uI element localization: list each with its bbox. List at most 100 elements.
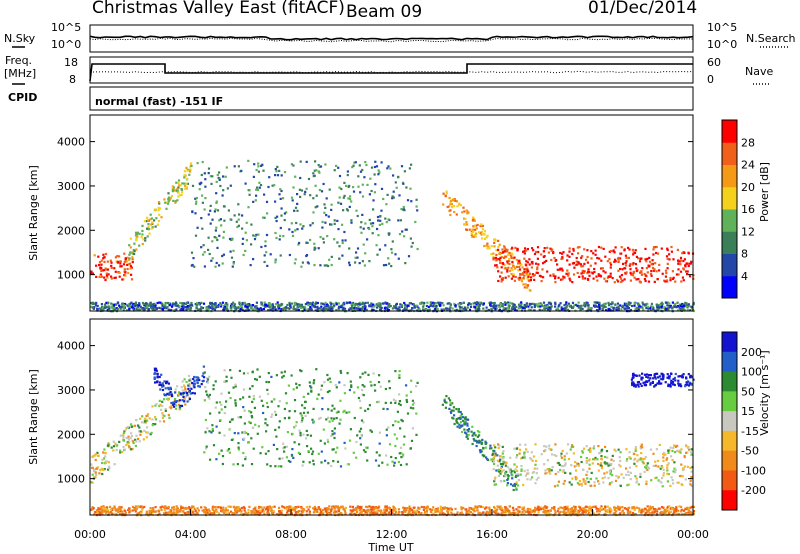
power-cell: [437, 301, 440, 304]
power-cell: [385, 221, 388, 224]
velocity-cell: [690, 475, 693, 479]
power-cell: [523, 303, 526, 307]
velocity-cell: [282, 447, 285, 450]
power-cell: [321, 302, 324, 305]
velocity-cell: [244, 456, 247, 459]
power-cell: [395, 302, 398, 305]
velocity-cell: [388, 443, 392, 446]
power-cell: [119, 307, 122, 310]
power-cell: [633, 276, 636, 279]
power-cell: [327, 215, 330, 218]
velocity-cell: [160, 508, 163, 511]
power-cell: [647, 280, 651, 283]
power-cell: [371, 232, 374, 235]
freq-label: Freq.: [5, 54, 32, 67]
power-cell: [229, 218, 232, 221]
velocity-cell: [156, 372, 159, 375]
power-cell: [678, 306, 681, 309]
velocity-cell: [524, 474, 528, 477]
power-cell: [104, 267, 107, 270]
velocity-cell: [537, 476, 540, 479]
power-cell: [449, 209, 452, 212]
power-cell: [507, 275, 510, 278]
power-cell: [241, 242, 244, 245]
power-cell: [110, 305, 113, 308]
power-cell: [492, 256, 495, 259]
power-cell: [497, 270, 500, 273]
power-cell: [194, 234, 198, 237]
power-cell: [228, 237, 232, 241]
power-cell: [589, 307, 592, 310]
velocity-cell: [357, 396, 360, 400]
power-cell: [448, 308, 451, 311]
velocity-cell: [131, 447, 134, 451]
velocity-cell: [523, 454, 526, 457]
power-cell: [612, 249, 615, 252]
velocity-cell: [619, 459, 622, 463]
power-cell: [485, 244, 488, 247]
velocity-cell: [312, 407, 315, 410]
power-cell: [466, 223, 469, 226]
velocity-cell: [629, 471, 632, 474]
power-cell: [150, 305, 153, 308]
power-cell: [377, 234, 380, 237]
power-cell: [439, 301, 442, 304]
power-cell: [567, 302, 570, 305]
velocity-cell: [250, 414, 253, 418]
velocity-cell: [621, 509, 625, 512]
velocity-cell: [244, 458, 247, 461]
power-cell: [511, 302, 514, 305]
velocity-cell: [545, 445, 548, 448]
power-cell: [669, 279, 672, 282]
velocity-cell: [451, 402, 454, 405]
velocity-cell: [511, 477, 514, 480]
velocity-cell: [294, 424, 297, 427]
power-cell: [216, 238, 219, 242]
velocity-cell: [474, 434, 477, 437]
power-cell: [595, 275, 598, 278]
velocity-cell: [329, 513, 332, 516]
power-cell: [339, 202, 343, 205]
velocity-cell: [532, 509, 535, 512]
power-cell: [526, 248, 529, 251]
power-cell: [397, 175, 400, 178]
velocity-cell: [377, 509, 380, 512]
power-cell: [435, 306, 438, 309]
velocity-cell: [218, 411, 221, 414]
velocity-cell: [508, 467, 511, 470]
velocity-cell: [389, 401, 393, 404]
power-cell: [129, 252, 132, 255]
velocity-cell: [299, 431, 302, 434]
velocity-cell: [339, 465, 343, 468]
power-cell: [620, 252, 623, 255]
power-cell: [263, 216, 266, 219]
velocity-cell: [139, 417, 142, 420]
power-cell: [200, 173, 203, 177]
power-cell: [355, 309, 358, 312]
power-cell: [159, 307, 162, 310]
power-cell: [468, 228, 471, 231]
power-cell: [189, 168, 192, 171]
power-cell: [655, 251, 658, 255]
power-cell: [90, 270, 93, 273]
velocity-cell: [361, 372, 364, 375]
power-cell: [601, 304, 604, 307]
velocity-cell: [476, 440, 479, 443]
power-cell: [606, 260, 609, 263]
power-cell: [323, 203, 326, 206]
power-cell: [593, 305, 596, 308]
velocity-cell: [589, 447, 592, 450]
power-cell: [195, 304, 198, 307]
power-cell: [271, 305, 274, 308]
velocity-cell: [358, 508, 361, 512]
velocity-cell: [193, 392, 196, 395]
power-cell: [449, 201, 452, 204]
power-cell: [310, 302, 313, 305]
velocity-cell: [491, 452, 495, 455]
power-cell: [506, 250, 509, 253]
power-cell: [657, 304, 660, 307]
velocity-cell: [333, 432, 336, 435]
velocity-cell: [392, 398, 395, 401]
velocity-cell: [662, 474, 665, 477]
power-cell: [519, 273, 522, 276]
